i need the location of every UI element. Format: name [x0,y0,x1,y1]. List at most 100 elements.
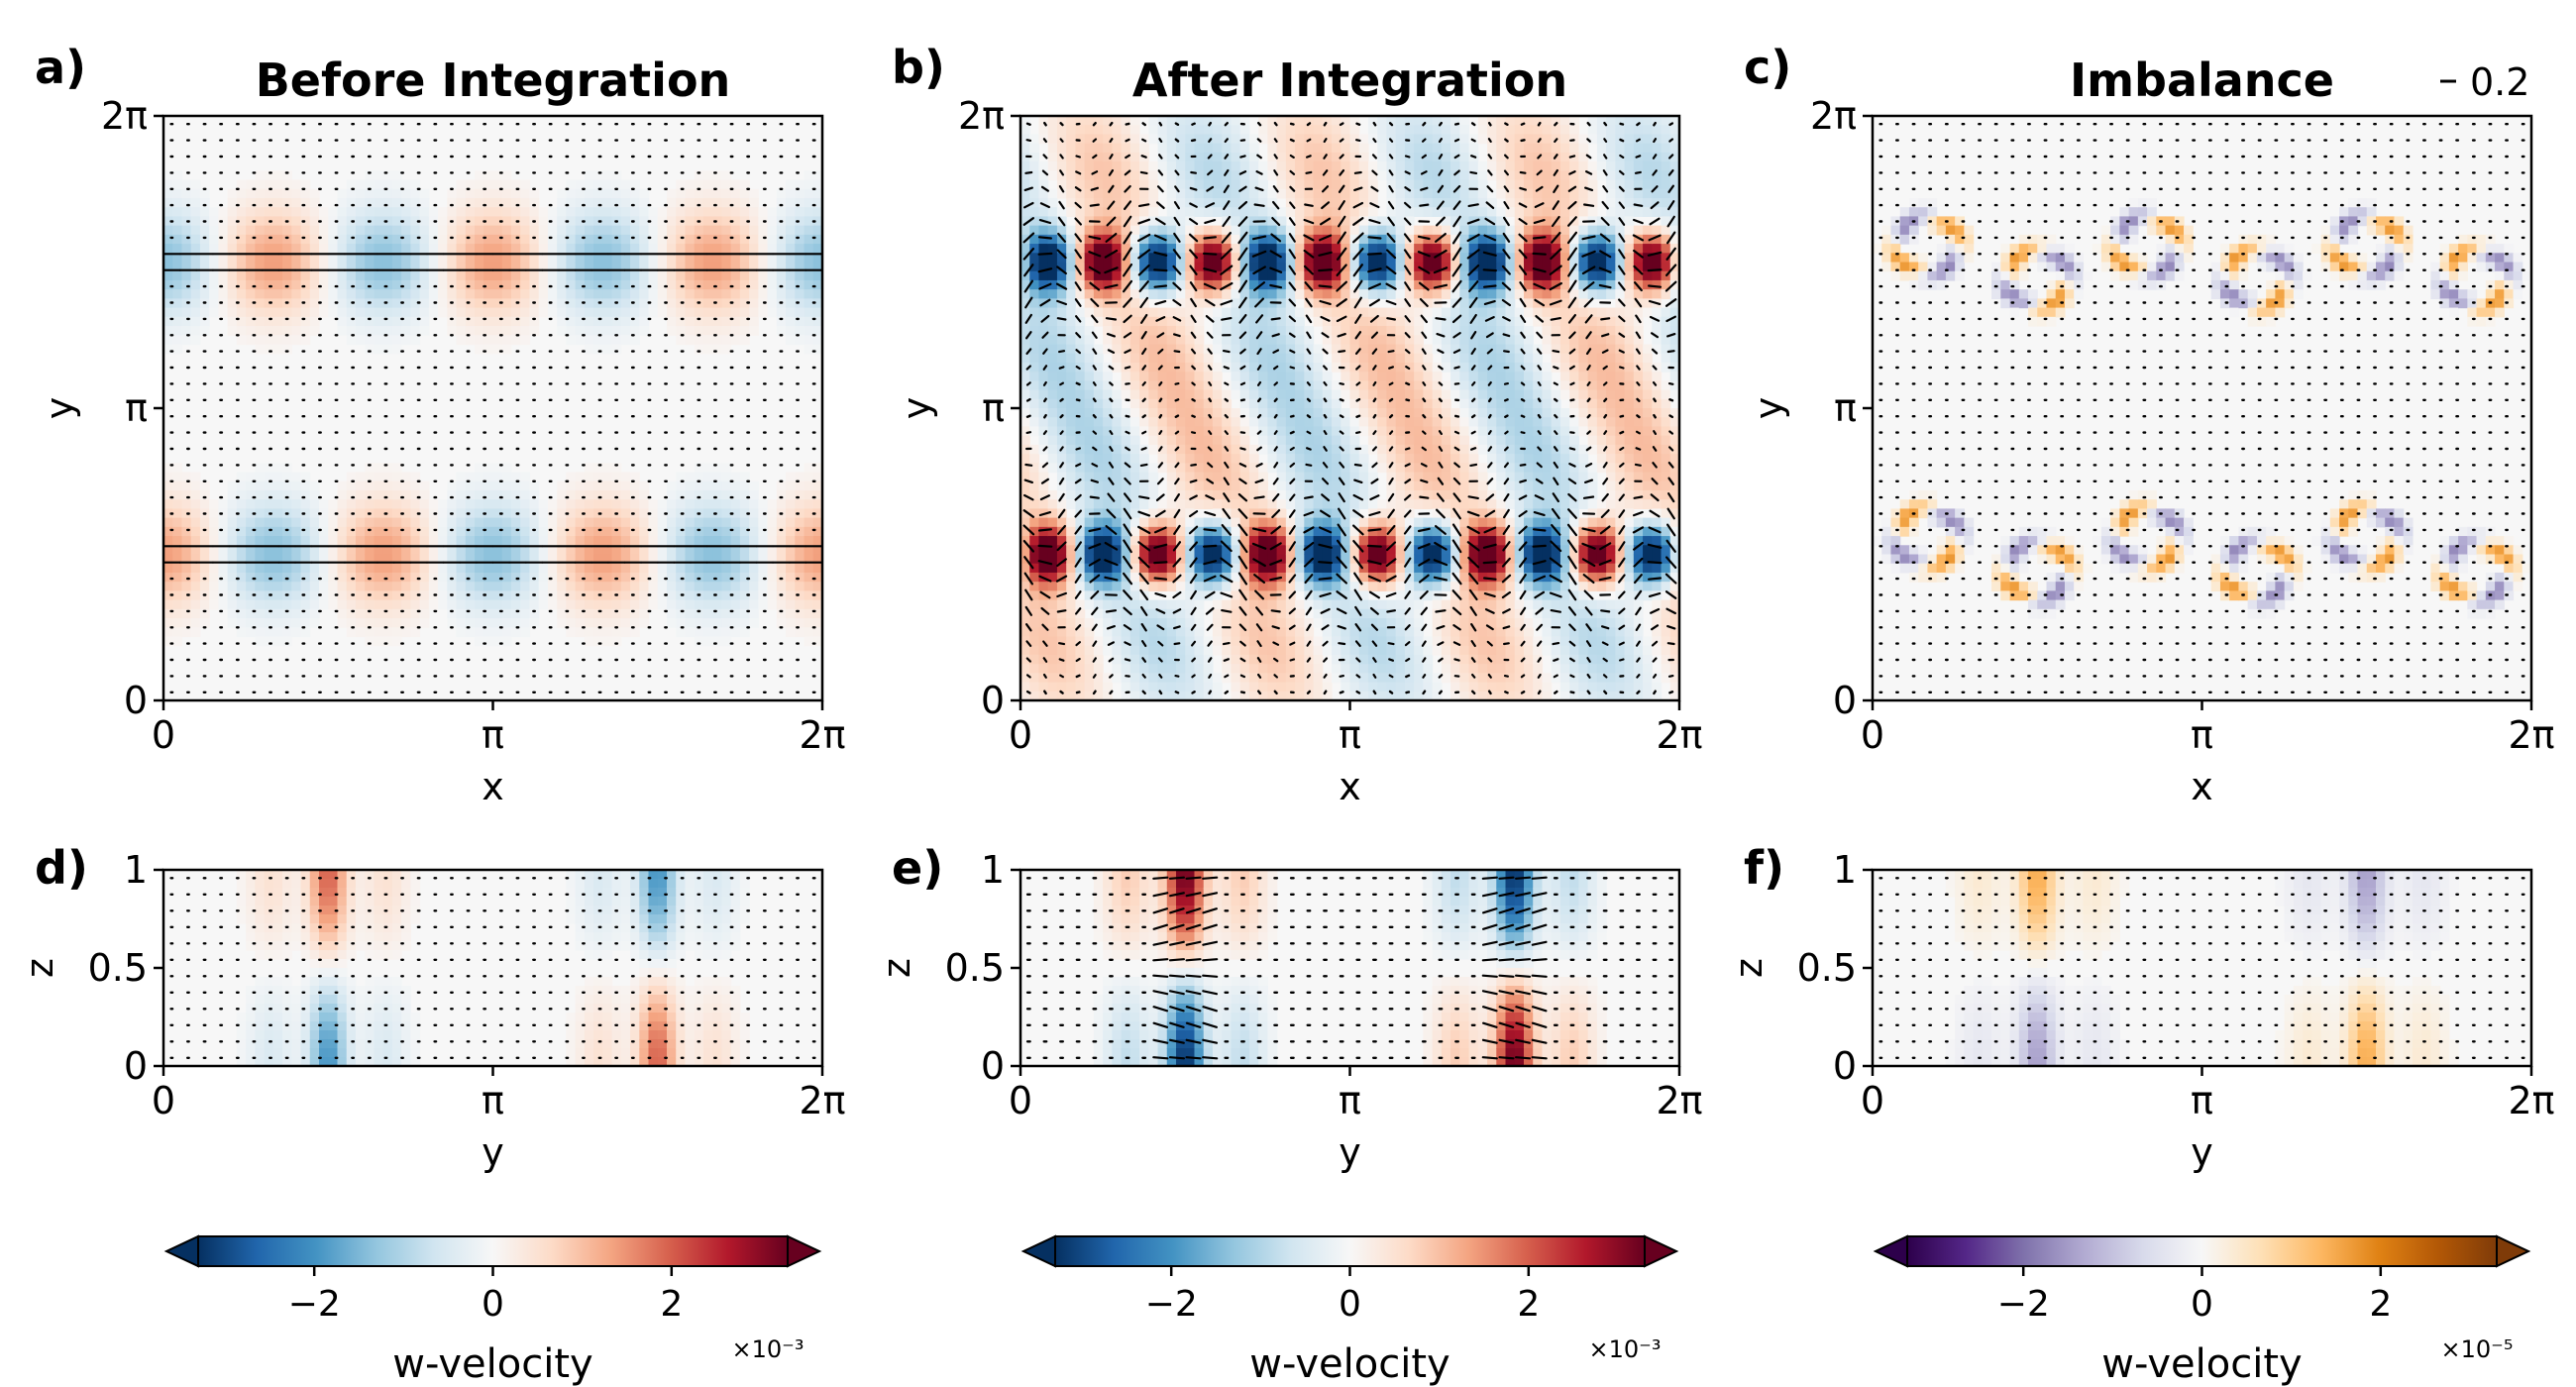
x-tick-label: 2π [799,1079,845,1122]
colorbar-extend-low [163,1234,199,1268]
heatmap-field [1020,870,1679,1066]
colorbar-label: w-velocity [1249,1341,1449,1387]
y-tick-label: 1 [1833,848,1857,892]
x-tick-label: 2π [799,713,845,757]
y-tick-label: π [1834,386,1857,430]
quiver-arrows [1878,122,2525,694]
colorbar-extend-high [2496,1234,2531,1268]
colorbar-gradient [1054,1235,1646,1267]
colorbar-tick-label: −2 [288,1284,341,1325]
x-tick-label: 2π [2508,713,2554,757]
panel-c: 0 π 2π 0 π 2π x y c) Imbalance 0.2 [1744,41,2555,808]
x-tick-label: π [2191,713,2213,757]
x-tick-label: π [1339,1079,1361,1122]
quiver-arrows [169,877,816,1060]
y-tick-label: 1 [124,848,148,892]
colorbar-tick-label: −2 [1997,1284,2050,1325]
y-tick-label: 0 [124,1044,148,1088]
x-tick-label: 0 [1861,713,1884,757]
heatmap-field [1020,116,1679,700]
panel-b: 0 π 2π 0 π 2π x y b) After Integration [892,41,1703,808]
y-axis-label: y [895,397,938,420]
quiver-key-label: 0.2 [2470,60,2529,104]
y-axis-label: z [18,958,61,978]
y-tick-label: 1 [981,848,1005,892]
y-axis-label: y [1747,397,1790,420]
y-tick-label: 0.5 [88,946,148,990]
y-tick-label: 2π [1810,94,1857,138]
quiver-arrows [1878,877,2525,1060]
colorbar-gradient [197,1235,789,1267]
colorbar-tick-label: 0 [1339,1284,1361,1325]
x-tick-label: π [482,713,504,757]
x-tick-label: π [2191,1079,2213,1122]
heatmap-field [163,116,822,700]
panel-a: 0 π 2π 0 π 2π x y a) Before Integration [35,41,846,808]
colorbar-3: −2 0 2 w-velocity ×10⁻⁵ [1873,1234,2531,1387]
colorbar-1: −2 0 2 w-velocity ×10⁻³ [163,1234,822,1387]
heatmap-field [1873,116,2531,700]
x-tick-label: π [482,1079,504,1122]
panel-title: Before Integration [256,53,731,107]
heatmap-field [1873,870,2531,1066]
colorbar-tick-label: 2 [660,1284,683,1325]
panel-label: e) [892,841,943,895]
panels: 0 π 2π 0 π 2π x y a) Before Integration 0 π 2π 0 π 2π x y… [18,41,2555,1174]
quiver-arrows [1022,121,1677,695]
colorbar-tick-label: 2 [1517,1284,1540,1325]
y-tick-label: 0 [1833,679,1857,722]
colorbar-label: w-velocity [392,1341,592,1387]
quiver-arrows [1025,876,1674,1060]
panel-title: After Integration [1132,53,1567,107]
y-tick-label: π [125,386,148,430]
panel-label: f) [1744,841,1784,895]
panel-label: b) [892,41,945,94]
colorbar-tick-label: 2 [2369,1284,2392,1325]
colorbar-tick-label: −2 [1145,1284,1198,1325]
colorbars: −2 0 2w-velocity ×10⁻³−2 0 2w-velocity ×10⁻³−2… [163,1234,2531,1387]
colorbar-tick-label: 0 [482,1284,504,1325]
colorbar-extend-low [1873,1234,1908,1268]
colorbar-exponent: ×10⁻³ [732,1335,805,1363]
y-axis-label: z [875,958,918,978]
x-axis-label: x [482,765,504,808]
y-tick-label: π [982,386,1005,430]
y-axis-label: z [1727,958,1771,978]
x-tick-label: 0 [152,713,175,757]
colorbar-gradient [1906,1235,2498,1267]
y-tick-label: 2π [101,94,148,138]
y-tick-label: 0.5 [945,946,1005,990]
y-tick-label: 0 [981,679,1005,722]
x-tick-label: 2π [1656,1079,1702,1122]
colorbar-2: −2 0 2 w-velocity ×10⁻³ [1020,1234,1679,1387]
x-axis-label: x [1339,765,1361,808]
x-tick-label: 2π [1656,713,1702,757]
panel-label: c) [1744,41,1791,94]
x-tick-label: 0 [1861,1079,1884,1122]
x-axis-label: y [2191,1130,2213,1174]
y-tick-label: 0 [1833,1044,1857,1088]
y-tick-label: 0 [981,1044,1005,1088]
y-tick-label: 2π [958,94,1005,138]
panel-d: 0 π 2π 0 0.5 1 y z d) [18,841,846,1174]
quiver-arrows [163,122,822,694]
x-axis-label: y [1339,1130,1361,1174]
colorbar-exponent: ×10⁻³ [1589,1335,1662,1363]
y-axis-label: y [38,397,81,420]
x-tick-label: 0 [1009,1079,1032,1122]
panel-f: 0 π 2π 0 0.5 1 y z f) [1727,841,2555,1174]
y-tick-label: 0.5 [1797,946,1857,990]
heatmap-field [163,870,822,1066]
colorbar-tick-label: 0 [2191,1284,2213,1325]
x-tick-label: π [1339,713,1361,757]
panel-label: d) [35,841,88,895]
colorbar-exponent: ×10⁻⁵ [2441,1335,2514,1363]
y-tick-label: 0 [124,679,148,722]
x-axis-label: x [2191,765,2213,808]
panel-label: a) [35,41,86,94]
colorbar-extend-high [787,1234,822,1268]
colorbar-extend-high [1644,1234,1679,1268]
panel-title: Imbalance [2070,53,2334,107]
colorbar-label: w-velocity [2101,1341,2302,1387]
